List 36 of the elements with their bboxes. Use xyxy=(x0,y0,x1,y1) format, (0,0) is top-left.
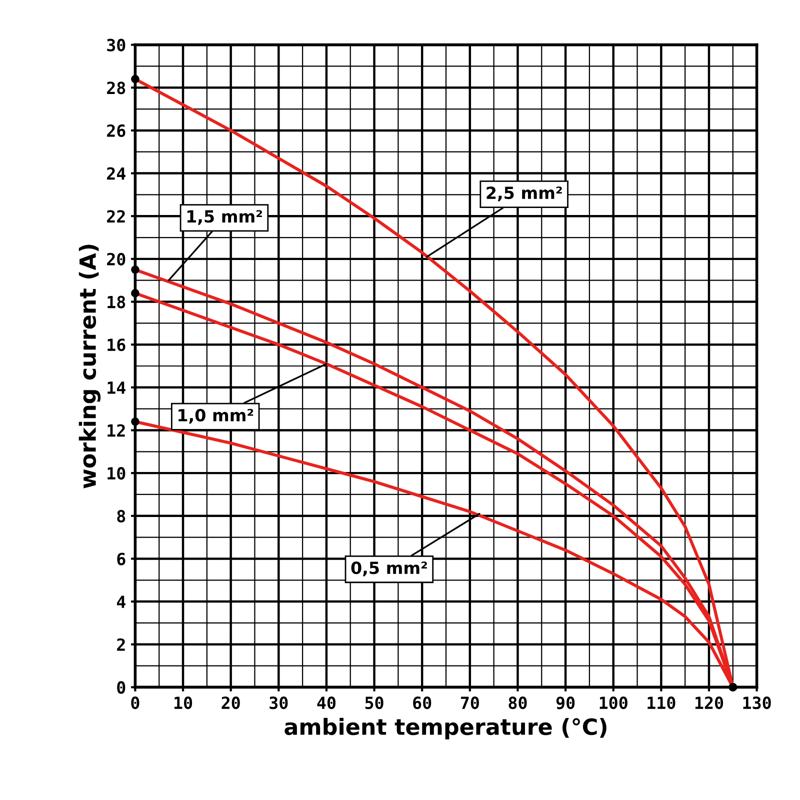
annotation: 1,5 mm² xyxy=(187,210,262,225)
x-tick-label: 110 xyxy=(648,696,676,710)
x-tick-label: 70 xyxy=(460,696,479,710)
x-tick-label: 90 xyxy=(556,696,575,710)
x-tick-label: 10 xyxy=(174,696,192,710)
y-tick-label: 22 xyxy=(107,210,125,222)
x-tick-label: 20 xyxy=(222,696,240,710)
y-tick-label: 18 xyxy=(108,296,126,308)
y-tick-label: 28 xyxy=(107,82,126,94)
y-tick-label: 26 xyxy=(107,124,126,138)
y-tick-label: 24 xyxy=(107,167,126,180)
x-tick-label: 0 xyxy=(131,696,140,710)
x-axis-title: ambient temperature (°C) xyxy=(284,718,606,740)
y-tick-label: 4 xyxy=(116,596,126,608)
y-axis-title: working current (A) xyxy=(78,244,101,488)
x-tick-label: 130 xyxy=(743,696,771,710)
y-tick-label: 14 xyxy=(108,382,126,394)
x-tick-label: 40 xyxy=(317,696,336,710)
y-tick-label: 8 xyxy=(117,510,126,522)
annotation: 2,5 mm² xyxy=(486,186,562,202)
x-tick-label: 30 xyxy=(270,696,288,710)
x-tick-label: 60 xyxy=(413,696,432,710)
y-tick-label: 10 xyxy=(108,467,126,480)
x-tick-label: 120 xyxy=(695,696,724,710)
annotation: 0,5 mm² xyxy=(351,562,427,576)
y-tick-label: 12 xyxy=(108,424,125,437)
x-tick-label: 100 xyxy=(600,696,628,710)
y-tick-label: 16 xyxy=(108,338,126,352)
y-tick-label: 2 xyxy=(117,638,125,651)
y-tick-label: 30 xyxy=(107,38,126,52)
y-tick-label: 6 xyxy=(117,552,126,566)
x-tick-label: 50 xyxy=(365,696,384,710)
y-tick-label: 0 xyxy=(117,681,126,694)
annotation: 1,0 mm² xyxy=(178,408,254,424)
x-tick-label: 80 xyxy=(508,696,527,710)
y-tick-label: 20 xyxy=(107,252,126,266)
